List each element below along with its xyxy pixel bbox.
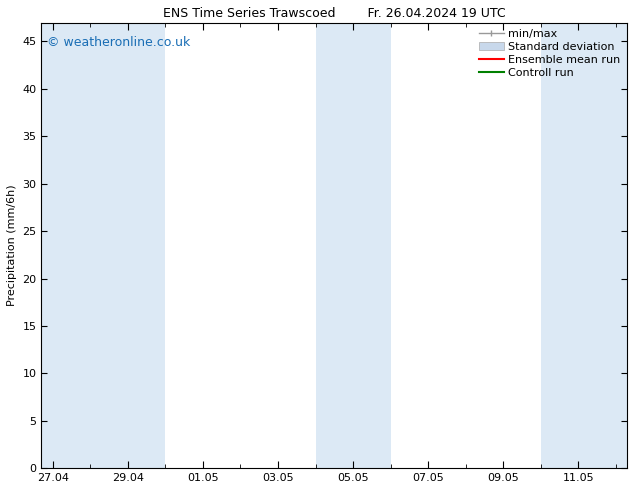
Bar — [41, 23, 90, 468]
Bar — [316, 23, 391, 468]
Bar — [541, 23, 627, 468]
Y-axis label: Precipitation (mm/6h): Precipitation (mm/6h) — [7, 185, 17, 306]
Bar — [90, 23, 165, 468]
Legend: min/max, Standard deviation, Ensemble mean run, Controll run: min/max, Standard deviation, Ensemble me… — [475, 24, 625, 82]
Text: © weatheronline.co.uk: © weatheronline.co.uk — [48, 36, 191, 49]
Title: ENS Time Series Trawscoed        Fr. 26.04.2024 19 UTC: ENS Time Series Trawscoed Fr. 26.04.2024… — [163, 7, 505, 20]
